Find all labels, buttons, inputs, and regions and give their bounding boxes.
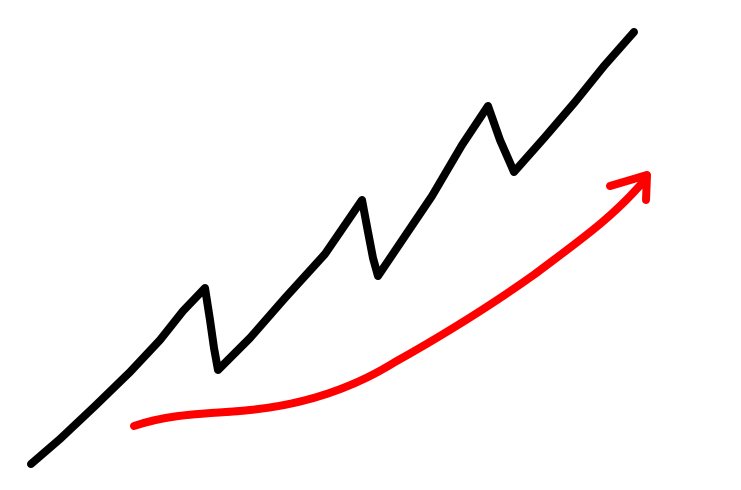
trend-arrow-curve [130, 178, 647, 430]
trend-arrow-head [606, 171, 651, 204]
zigzag-line-icon [27, 28, 638, 468]
